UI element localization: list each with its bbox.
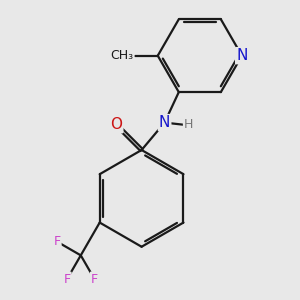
Text: N: N — [236, 48, 248, 63]
Text: H: H — [184, 118, 193, 131]
Text: F: F — [53, 235, 61, 248]
Text: F: F — [91, 272, 98, 286]
Text: CH₃: CH₃ — [110, 49, 134, 62]
Text: N: N — [159, 115, 170, 130]
Text: F: F — [64, 272, 71, 286]
Text: O: O — [110, 117, 122, 132]
